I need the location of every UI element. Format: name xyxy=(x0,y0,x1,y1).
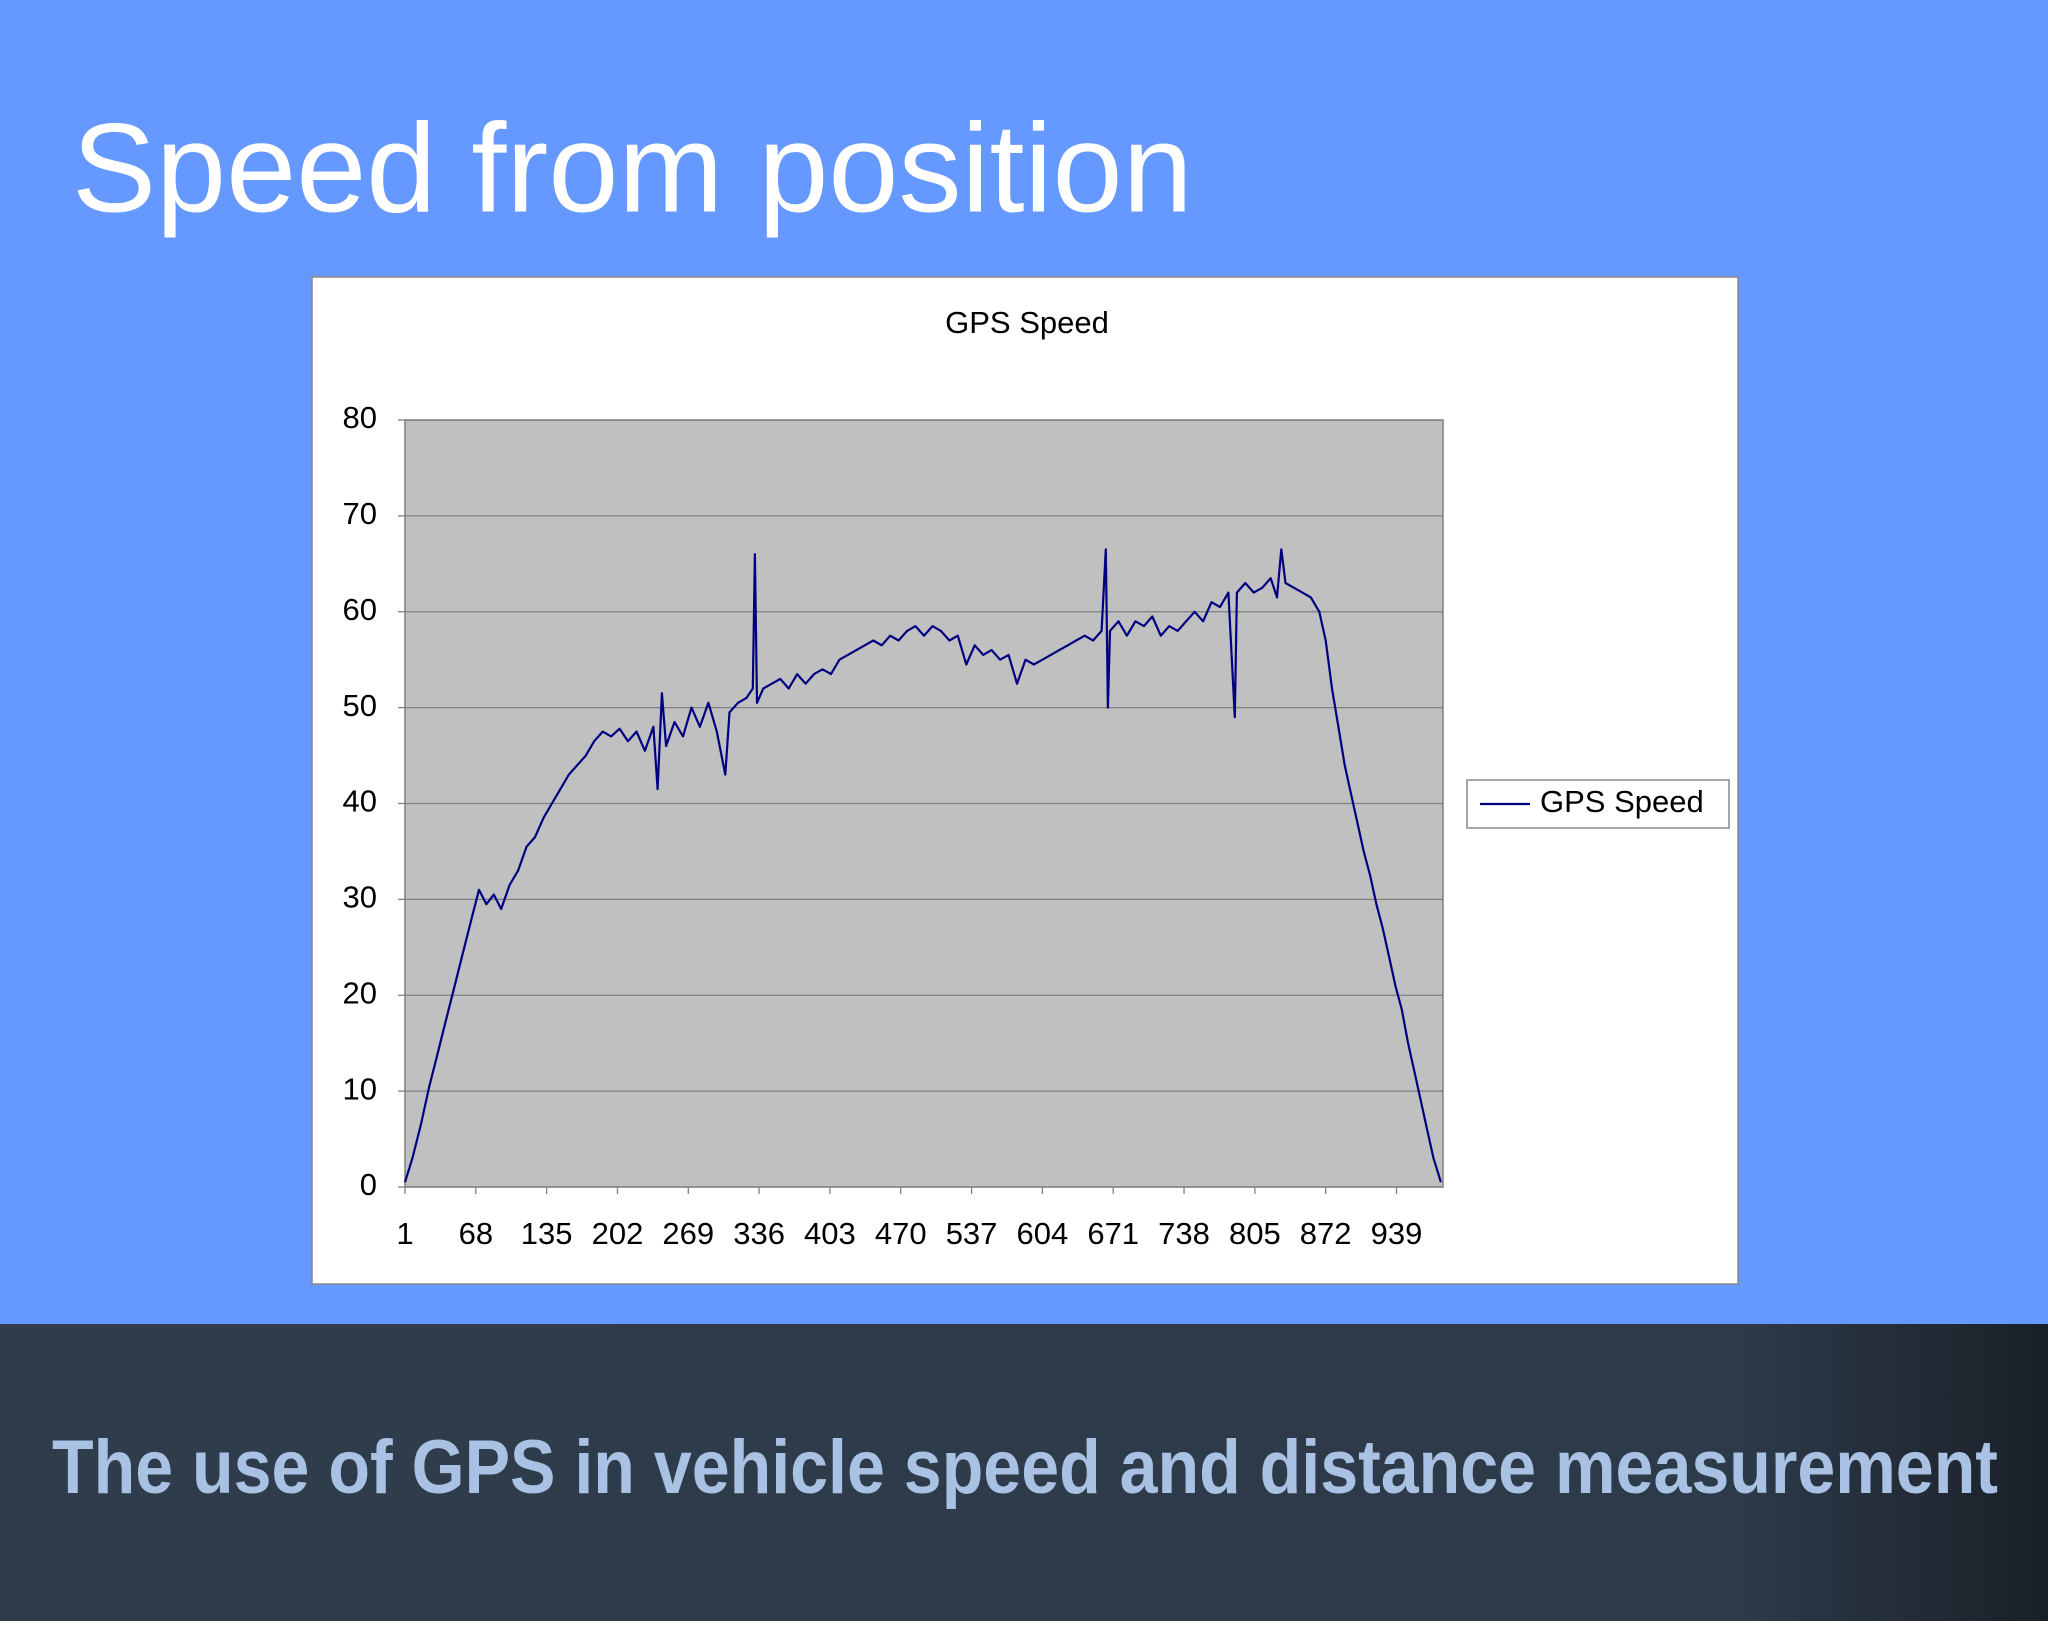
x-tick-label: 537 xyxy=(946,1216,998,1251)
slide-title: Speed from position xyxy=(72,97,1193,238)
data-line xyxy=(403,548,1442,1183)
y-tick-label: 40 xyxy=(343,784,377,819)
x-tick-label: 738 xyxy=(1158,1216,1210,1251)
x-tick-label: 470 xyxy=(875,1216,927,1251)
x-tick-label: 135 xyxy=(521,1216,573,1251)
x-tick-label: 671 xyxy=(1087,1216,1139,1251)
y-tick-label: 80 xyxy=(343,400,377,435)
x-tick-label: 805 xyxy=(1229,1216,1281,1251)
footer-text: The use of GPS in vehicle speed and dist… xyxy=(52,1425,1998,1510)
x-tick-label: 403 xyxy=(804,1216,856,1251)
x-tick-label: 1 xyxy=(396,1216,413,1251)
x-tick-label: 68 xyxy=(459,1216,493,1251)
y-tick-label: 70 xyxy=(343,496,377,531)
x-tick-label: 939 xyxy=(1371,1216,1423,1251)
x-tick-label: 872 xyxy=(1300,1216,1352,1251)
y-tick-label: 10 xyxy=(343,1071,377,1106)
y-tick-label: 0 xyxy=(360,1167,377,1202)
footer-band xyxy=(0,1324,2048,1621)
x-tick-label: 202 xyxy=(592,1216,644,1251)
y-tick-label: 20 xyxy=(343,975,377,1010)
y-tick-label: 60 xyxy=(343,592,377,627)
x-tick-label: 604 xyxy=(1017,1216,1069,1251)
y-tick-label: 50 xyxy=(343,688,377,723)
chart-title: GPS Speed xyxy=(945,305,1109,340)
x-tick-label: 336 xyxy=(733,1216,785,1251)
y-tick-label: 30 xyxy=(343,880,377,915)
legend-label: GPS Speed xyxy=(1540,784,1704,819)
x-tick-label: 269 xyxy=(662,1216,714,1251)
